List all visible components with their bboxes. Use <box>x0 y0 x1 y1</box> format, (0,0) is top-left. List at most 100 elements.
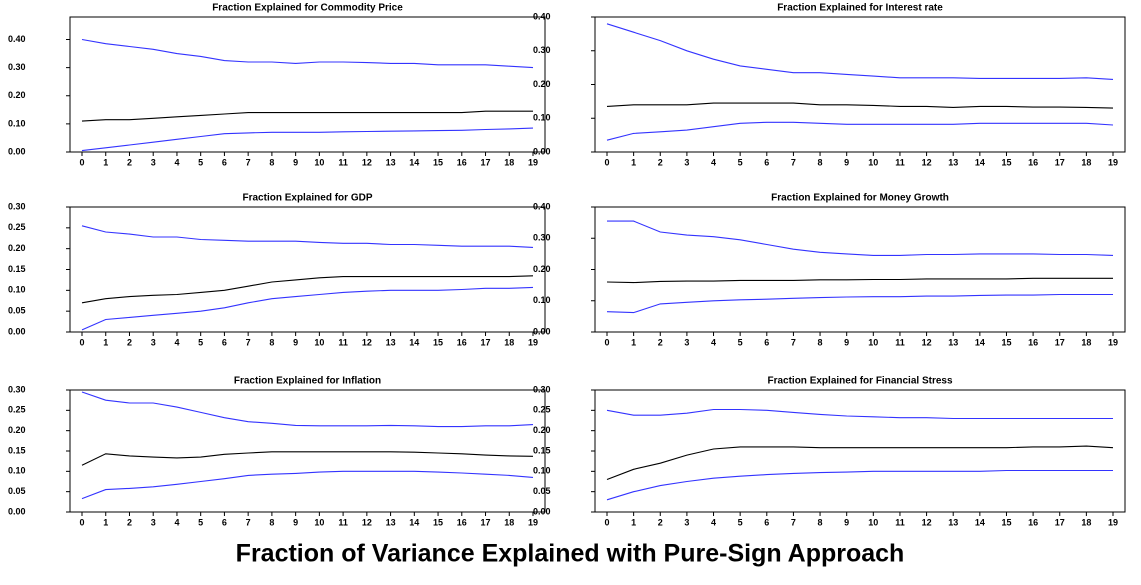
y-tick-label: 0.10 <box>8 285 26 295</box>
x-tick-label: 19 <box>1108 337 1118 347</box>
x-tick-label: 9 <box>844 517 849 527</box>
x-tick-label: 10 <box>868 157 878 167</box>
x-tick-label: 15 <box>433 157 443 167</box>
series-line <box>606 23 1114 80</box>
x-tick-label: 1 <box>103 337 108 347</box>
y-tick-label: 0.20 <box>8 425 26 435</box>
series-line <box>81 110 533 122</box>
y-tick-label: 0.30 <box>533 45 551 55</box>
series-line <box>81 286 534 331</box>
x-tick-label: 18 <box>504 517 514 527</box>
series-line <box>81 391 534 428</box>
chart-title: Fraction Explained for Interest rate <box>777 3 943 14</box>
x-tick-label: 0 <box>79 337 84 347</box>
chart-title: Fraction Explained for GDP <box>242 193 372 204</box>
y-tick-label: 0.00 <box>533 146 551 156</box>
x-tick-label: 14 <box>409 337 419 347</box>
y-tick-label: 0.40 <box>533 11 551 21</box>
x-tick-label: 5 <box>738 337 743 347</box>
x-tick-label: 6 <box>222 517 227 527</box>
x-tick-label: 3 <box>684 337 689 347</box>
x-tick-label: 0 <box>604 517 609 527</box>
x-tick-label: 15 <box>1001 337 1011 347</box>
series-line <box>606 277 1113 284</box>
x-tick-label: 10 <box>868 517 878 527</box>
plot-frame <box>594 206 1126 333</box>
x-tick-label: 2 <box>658 517 663 527</box>
y-tick-label: 0.10 <box>8 118 26 128</box>
x-tick-label: 4 <box>174 337 179 347</box>
x-tick-label: 15 <box>1001 517 1011 527</box>
x-tick-label: 13 <box>948 517 958 527</box>
x-tick-label: 1 <box>103 157 108 167</box>
x-tick-label: 15 <box>433 337 443 347</box>
x-tick-label: 1 <box>631 157 636 167</box>
y-tick-label: 0.20 <box>8 90 26 100</box>
plot-frame <box>594 389 1126 513</box>
x-tick-label: 15 <box>433 517 443 527</box>
y-tick-label: 0.00 <box>8 326 26 336</box>
x-tick-label: 17 <box>1055 517 1065 527</box>
x-tick-label: 9 <box>293 157 298 167</box>
chart-title: Fraction Explained for Financial Stress <box>767 376 952 387</box>
x-tick-label: 19 <box>528 517 538 527</box>
x-tick-label: 4 <box>711 157 716 167</box>
x-tick-label: 16 <box>457 157 467 167</box>
series-line <box>606 408 1113 420</box>
y-tick-label: 0.15 <box>8 445 26 455</box>
x-tick-label: 19 <box>528 157 538 167</box>
x-tick-label: 9 <box>844 157 849 167</box>
series-line <box>81 38 534 69</box>
x-tick-label: 6 <box>222 157 227 167</box>
y-tick-label: 0.30 <box>533 233 551 243</box>
x-tick-label: 3 <box>151 157 156 167</box>
y-tick-label: 0.20 <box>533 79 551 89</box>
series-line <box>606 293 1113 314</box>
y-tick-label: 0.40 <box>8 34 26 44</box>
x-tick-label: 7 <box>791 337 796 347</box>
x-tick-label: 10 <box>314 337 324 347</box>
chart-title: Fraction Explained for Money Growth <box>771 193 949 204</box>
x-tick-label: 14 <box>975 337 985 347</box>
y-tick-label: 0.10 <box>533 295 551 305</box>
x-tick-label: 17 <box>481 337 491 347</box>
x-tick-label: 4 <box>711 337 716 347</box>
x-tick-label: 17 <box>481 517 491 527</box>
x-tick-label: 8 <box>269 337 274 347</box>
x-tick-label: 0 <box>604 157 609 167</box>
y-tick-label: 0.40 <box>533 201 551 211</box>
y-tick-label: 0.05 <box>8 306 26 316</box>
x-tick-label: 19 <box>528 337 538 347</box>
y-tick-label: 0.00 <box>8 146 26 156</box>
x-tick-label: 3 <box>684 157 689 167</box>
x-tick-label: 2 <box>658 337 663 347</box>
series-line <box>81 470 534 500</box>
x-tick-label: 11 <box>895 337 905 347</box>
chart-title: Fraction Explained for Inflation <box>234 376 381 387</box>
x-tick-label: 16 <box>1028 337 1038 347</box>
x-tick-label: 2 <box>127 517 132 527</box>
x-tick-label: 8 <box>818 517 823 527</box>
series-line <box>81 275 534 304</box>
plot-frame <box>69 389 546 513</box>
x-tick-label: 9 <box>293 337 298 347</box>
x-tick-label: 0 <box>604 337 609 347</box>
x-tick-label: 0 <box>79 157 84 167</box>
x-tick-label: 8 <box>818 157 823 167</box>
x-tick-label: 5 <box>198 337 203 347</box>
x-tick-label: 7 <box>246 517 251 527</box>
x-tick-label: 13 <box>386 157 396 167</box>
x-tick-label: 10 <box>314 157 324 167</box>
x-tick-label: 19 <box>1108 157 1118 167</box>
figure-title: Fraction of Variance Explained with Pure… <box>236 540 905 568</box>
x-tick-label: 5 <box>198 517 203 527</box>
x-tick-label: 8 <box>818 337 823 347</box>
x-tick-label: 5 <box>198 157 203 167</box>
y-tick-label: 0.05 <box>533 486 551 496</box>
series-line <box>606 121 1114 141</box>
x-tick-label: 3 <box>151 337 156 347</box>
x-tick-label: 9 <box>844 337 849 347</box>
x-tick-label: 15 <box>1001 157 1011 167</box>
series-line <box>81 225 534 248</box>
